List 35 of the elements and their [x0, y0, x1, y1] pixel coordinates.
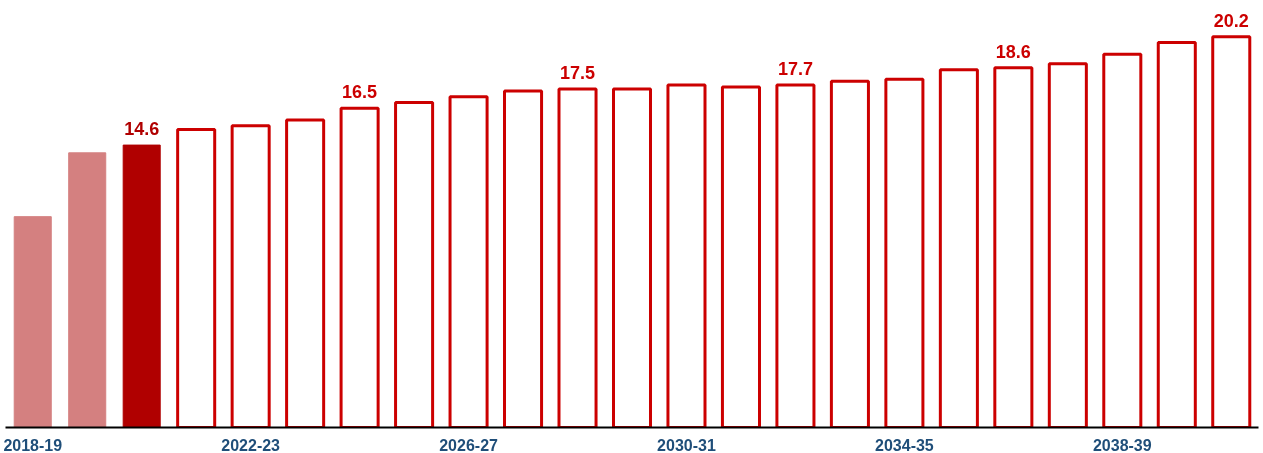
x-tick-label: 2034-35 — [875, 436, 934, 453]
bar — [448, 95, 489, 428]
bar — [1047, 62, 1088, 428]
data-label: 17.7 — [777, 59, 813, 80]
data-label: 14.6 — [124, 119, 160, 140]
data-label: 17.5 — [560, 62, 596, 83]
bar — [394, 101, 435, 428]
bar — [1156, 41, 1197, 428]
data-label: 16.5 — [342, 82, 378, 103]
bar — [13, 216, 52, 428]
bar — [938, 68, 979, 428]
bar — [1102, 52, 1143, 428]
x-tick-label: 2038-39 — [1092, 436, 1152, 453]
bar — [720, 85, 761, 428]
data-label: 18.6 — [995, 41, 1031, 62]
bar — [122, 144, 161, 428]
bar — [68, 152, 107, 428]
bar — [884, 77, 925, 428]
bar — [993, 66, 1034, 428]
bar — [666, 83, 707, 428]
bar — [503, 89, 544, 428]
bar — [339, 106, 380, 428]
bar — [557, 87, 598, 428]
x-tick-label: 2026-27 — [439, 436, 499, 453]
x-tick-label: 2018-19 — [3, 436, 63, 453]
x-tick-label: 2022-23 — [221, 436, 281, 453]
bar — [285, 118, 326, 428]
bar — [775, 83, 816, 428]
bar — [176, 128, 217, 428]
bar — [230, 124, 271, 428]
bar — [829, 79, 870, 428]
bar — [1211, 35, 1252, 428]
data-label: 20.2 — [1213, 10, 1249, 31]
bar — [611, 87, 653, 428]
x-tick-label: 2030-31 — [657, 436, 716, 453]
